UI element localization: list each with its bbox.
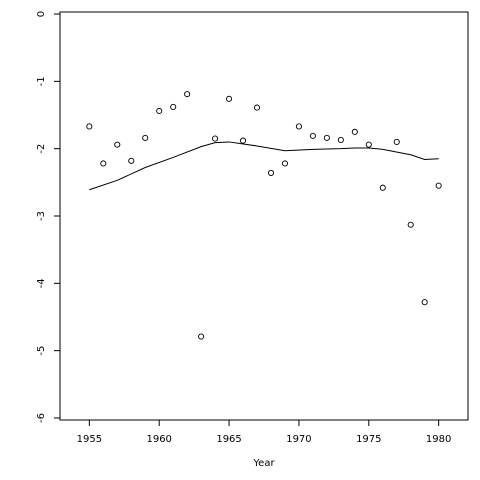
y-tick-label: -6 (36, 413, 47, 423)
point (309, 132, 316, 139)
point (435, 182, 442, 189)
x-tick-label: 1975 (356, 434, 381, 445)
smooth-line (89, 141, 439, 191)
point (323, 134, 330, 141)
y-tick-label: 0 (36, 11, 47, 17)
plot-frame (59, 11, 469, 421)
x-axis-label: Year (252, 458, 275, 469)
point (212, 135, 219, 142)
y-tick-label: -5 (36, 346, 47, 356)
y-tick-label: -3 (36, 211, 47, 221)
point (365, 141, 372, 148)
point (226, 95, 233, 102)
x-tick-label: 1970 (286, 434, 311, 445)
point (86, 123, 93, 130)
point (239, 137, 247, 144)
point (337, 136, 344, 143)
point (184, 91, 191, 98)
point (295, 123, 302, 130)
x-tick-label: 1955 (77, 434, 102, 445)
point (421, 299, 428, 306)
point (267, 169, 275, 176)
point (198, 333, 205, 340)
point (281, 160, 289, 167)
y-tick-label: -2 (36, 144, 47, 154)
y-tick-label: -4 (36, 278, 47, 288)
point (128, 157, 135, 164)
point (351, 128, 358, 135)
point (170, 103, 177, 110)
point (114, 141, 121, 148)
point (407, 221, 414, 228)
x-tick-label: 1980 (426, 434, 451, 445)
x-tick-label: 1965 (216, 434, 241, 445)
point (379, 184, 386, 191)
point (156, 107, 163, 115)
point (100, 160, 107, 167)
point (253, 104, 261, 111)
point (393, 138, 400, 145)
point (142, 134, 149, 141)
x-tick-label: 1960 (146, 434, 171, 445)
y-tick-label: -1 (36, 76, 47, 86)
